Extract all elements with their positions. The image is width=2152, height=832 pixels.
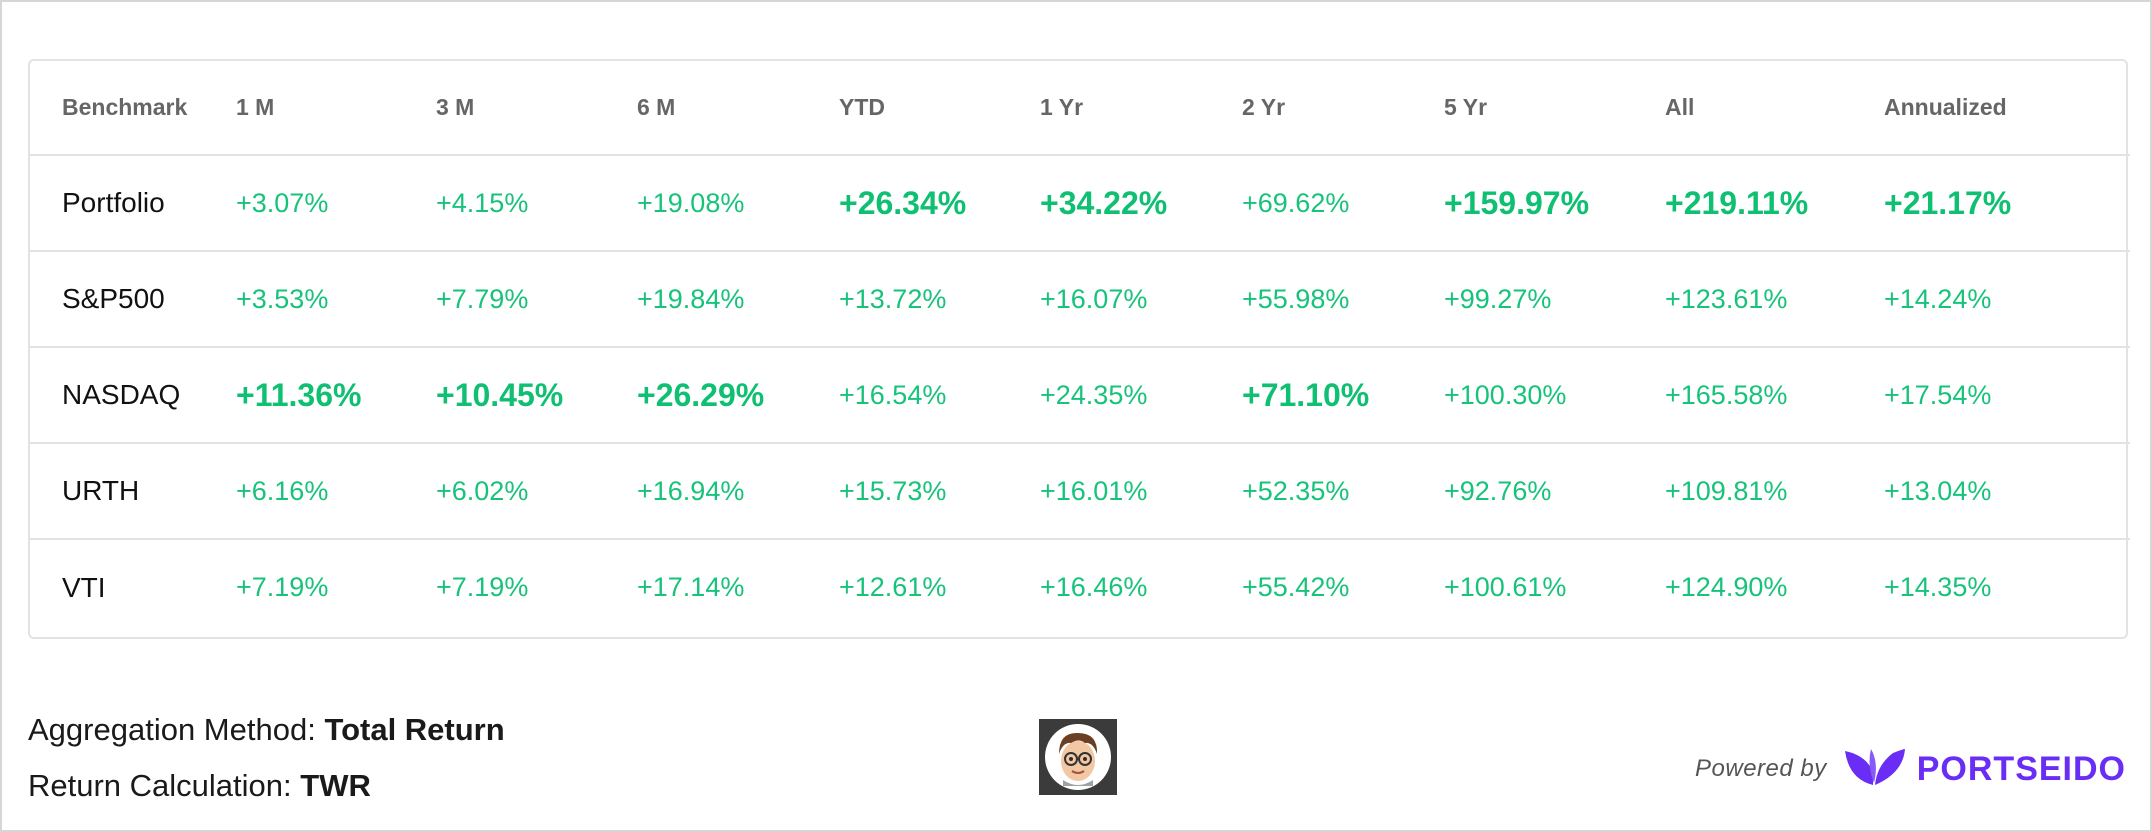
return-value-cell: +100.61% (1444, 572, 1567, 602)
return-value-cell: +11.36% (236, 376, 362, 413)
table-row: Portfolio +3.07% +4.15% +19.08% +26.34% +34.2… (30, 155, 2130, 251)
portseido-leaf-icon (1843, 747, 1907, 792)
return-value-cell: +100.30% (1444, 379, 1567, 410)
header-1m: 1 M (236, 94, 275, 120)
return-calculation-label: Return Calculation: (28, 768, 292, 803)
return-value-cell: +124.90% (1665, 572, 1788, 602)
return-value-cell: +34.22% (1040, 184, 1168, 221)
return-value-cell: +165.58% (1665, 379, 1788, 410)
header-benchmark: Benchmark (62, 94, 188, 120)
return-value-cell: +69.62% (1242, 187, 1350, 218)
return-value-cell: +71.10% (1242, 376, 1370, 413)
table-body: Portfolio +3.07% +4.15% +19.08% +26.34% +34.2… (30, 155, 2130, 635)
return-value-cell: +24.35% (1040, 379, 1148, 410)
benchmark-returns-table: Benchmark 1 M 3 M 6 M YTD 1 Yr 2 Yr 5 Yr… (30, 61, 2130, 635)
return-value-cell: +16.46% (1040, 572, 1148, 602)
return-value-cell: +4.15% (436, 187, 529, 218)
memoji-avatar-icon (1045, 724, 1111, 790)
return-value-cell: +12.61% (839, 572, 947, 602)
return-value-cell: +16.07% (1040, 283, 1148, 314)
return-value-cell: +109.81% (1665, 475, 1788, 506)
return-value-cell: +55.98% (1242, 283, 1350, 314)
return-value-cell: +15.73% (839, 475, 947, 506)
return-value-cell: +14.35% (1884, 572, 1992, 602)
benchmark-name-cell: Portfolio (62, 187, 165, 218)
return-value-cell: +52.35% (1242, 475, 1350, 506)
return-value-cell: +13.72% (839, 283, 947, 314)
return-value-cell: +17.54% (1884, 379, 1992, 410)
table-row: VTI +7.19% +7.19% +17.14% +12.61% +16.46% +55.… (30, 539, 2130, 635)
return-value-cell: +17.14% (637, 572, 745, 602)
table-row: S&P500 +3.53% +7.79% +19.84% +13.72% +16.07% +… (30, 251, 2130, 347)
powered-by-label: Powered by (1695, 755, 1827, 782)
return-value-cell: +19.84% (637, 283, 745, 314)
aggregation-method-line: Aggregation Method: Total Return (28, 702, 505, 758)
return-calculation-line: Return Calculation: TWR (28, 758, 505, 814)
return-value-cell: +7.19% (436, 572, 529, 602)
benchmark-name-cell: NASDAQ (62, 379, 181, 410)
return-value-cell: +219.11% (1665, 184, 1809, 221)
benchmark-name-cell: URTH (62, 475, 140, 506)
return-value-cell: +16.94% (637, 475, 745, 506)
header-3m: 3 M (436, 94, 475, 120)
return-value-cell: +19.08% (637, 187, 745, 218)
return-value-cell: +159.97% (1444, 184, 1590, 221)
benchmark-name-cell: S&P500 (62, 283, 165, 314)
return-value-cell: +99.27% (1444, 283, 1552, 314)
return-value-cell: +26.34% (839, 184, 967, 221)
header-annualized: Annualized (1884, 94, 2007, 120)
return-value-cell: +13.04% (1884, 475, 1992, 506)
calculation-info: Aggregation Method: Total Return Return … (28, 702, 505, 814)
return-value-cell: +55.42% (1242, 572, 1350, 602)
return-value-cell: +6.16% (236, 475, 329, 506)
return-value-cell: +123.61% (1665, 283, 1788, 314)
return-value-cell: +16.54% (839, 379, 947, 410)
benchmark-name-cell: VTI (62, 571, 106, 603)
return-value-cell: +21.17% (1884, 184, 2012, 221)
avatar (1039, 719, 1117, 795)
table-header-row: Benchmark 1 M 3 M 6 M YTD 1 Yr 2 Yr 5 Yr… (30, 61, 2130, 155)
return-value-cell: +10.45% (436, 376, 564, 413)
return-value-cell: +7.19% (236, 572, 329, 602)
return-value-cell: +26.29% (637, 376, 765, 413)
header-5yr: 5 Yr (1444, 94, 1488, 120)
header-ytd: YTD (839, 94, 885, 120)
return-calculation-value: TWR (300, 768, 371, 803)
portseido-brand-name: PORTSEIDO (1916, 749, 2126, 788)
returns-table-card: Benchmark 1 M 3 M 6 M YTD 1 Yr 2 Yr 5 Yr… (28, 59, 2130, 639)
return-value-cell: +92.76% (1444, 475, 1552, 506)
return-value-cell: +14.24% (1884, 283, 1992, 314)
return-value-cell: +16.01% (1040, 475, 1148, 506)
return-value-cell: +7.79% (436, 283, 529, 314)
powered-by-badge[interactable]: Powered by PORTSEIDO (1695, 746, 2126, 792)
header-all: All (1665, 94, 1695, 120)
table-row: URTH +6.16% +6.02% +16.94% +15.73% +16.01% +52… (30, 443, 2130, 539)
header-2yr: 2 Yr (1242, 94, 1286, 120)
header-6m: 6 M (637, 94, 676, 120)
return-value-cell: +3.07% (236, 187, 329, 218)
aggregation-method-value: Total Return (324, 712, 505, 747)
header-1yr: 1 Yr (1040, 94, 1084, 120)
return-value-cell: +6.02% (436, 475, 529, 506)
return-value-cell: +3.53% (236, 283, 329, 314)
table-row: NASDAQ +11.36% +10.45% +26.29% +16.54% +24.35… (30, 347, 2130, 443)
aggregation-method-label: Aggregation Method: (28, 712, 316, 747)
